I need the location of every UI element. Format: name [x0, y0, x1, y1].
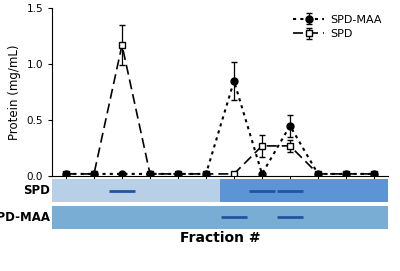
Text: SPD: SPD [24, 185, 50, 197]
Text: SPD-MAA: SPD-MAA [0, 211, 50, 224]
Bar [220, 179, 388, 202]
Y-axis label: Protein (mg/mL): Protein (mg/mL) [8, 44, 21, 140]
Bar [52, 179, 220, 202]
Legend: SPD-MAA, SPD: SPD-MAA, SPD [292, 14, 382, 40]
Text: Fraction #: Fraction # [180, 231, 260, 246]
